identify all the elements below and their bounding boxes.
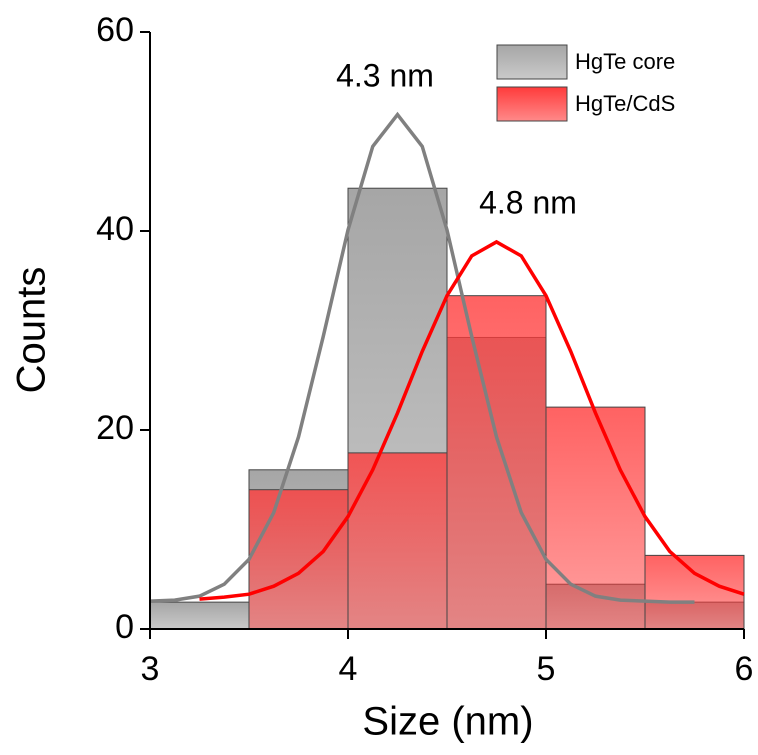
y-tick-label: 40 — [96, 210, 134, 248]
legend-label: HgTe core — [575, 49, 675, 74]
legend-label: HgTe/CdS — [575, 91, 675, 116]
y-axis-title: Counts — [10, 267, 54, 394]
x-axis-title: Size (nm) — [362, 700, 533, 744]
bar — [347, 452, 448, 630]
fit-curve — [199, 239, 745, 601]
bar — [149, 601, 250, 630]
x-tick-label: 5 — [537, 650, 556, 688]
annotation: 4.8 nm — [479, 184, 577, 220]
legend-swatch — [496, 86, 568, 122]
y-tick-label: 60 — [96, 11, 134, 49]
bar — [644, 554, 745, 630]
bar — [545, 406, 646, 630]
annotation: 4.3 nm — [336, 57, 434, 93]
bar — [248, 489, 349, 630]
x-tick-label: 6 — [735, 650, 754, 688]
bar — [446, 295, 547, 630]
y-tick-label: 0 — [115, 608, 134, 646]
x-tick-label: 3 — [141, 650, 160, 688]
fit-curve — [149, 111, 695, 604]
y-tick-label: 20 — [96, 409, 134, 447]
legend-swatch — [496, 44, 568, 80]
x-tick-label: 4 — [339, 650, 358, 688]
